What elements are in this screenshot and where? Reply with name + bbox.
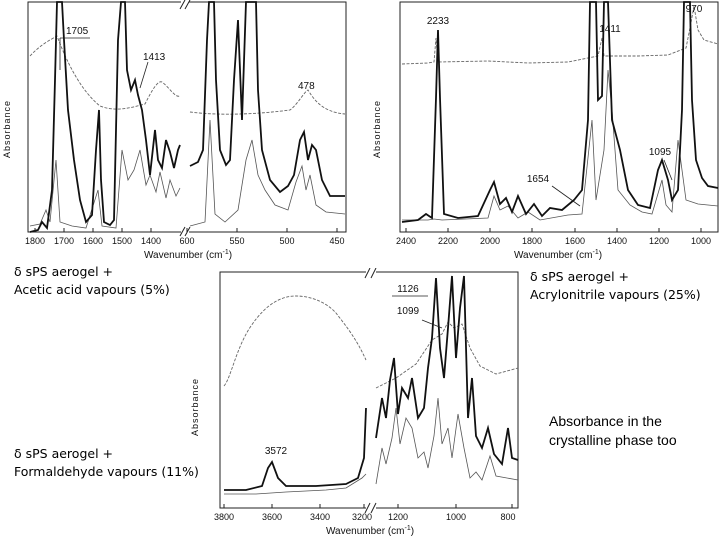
caption-line: δ sPS aerogel + (14, 446, 113, 461)
plot-frame (399, 1, 719, 233)
caption-line: Acetic acid vapours (5%) (14, 282, 170, 297)
x-tick-label: 450 (329, 236, 344, 246)
x-tick-label: 1800 (25, 236, 45, 246)
x-tick-label: 1500 (112, 236, 132, 246)
marker-line-1413 (139, 61, 149, 89)
annotation-2233: 2233 (427, 16, 450, 27)
sample-spectrum (29, 1, 345, 233)
reference-spectrum (402, 69, 719, 221)
x-tick-label: 3800 (214, 512, 234, 522)
annotation-1705: 1705 (66, 26, 89, 37)
annotation-1654: 1654 (527, 174, 550, 185)
x-tick-label: 1600 (83, 236, 103, 246)
x-tick-label: 2000 (480, 236, 500, 246)
annotation-1413: 1413 (143, 52, 166, 63)
caption-line: δ sPS aerogel + (14, 264, 113, 279)
caption-formaldehyde: δ sPS aerogel + Formaldehyde vapours (11… (14, 445, 199, 481)
reference-spectrum (224, 397, 519, 495)
x-tick-label: 600 (179, 236, 194, 246)
annotation-478: 478 (298, 81, 315, 92)
caption-acrylonitrile: δ sPS aerogel + Acrylonitrile vapours (2… (530, 268, 701, 304)
x-ticks (405, 228, 702, 232)
x-tick-label: 1000 (691, 236, 711, 246)
x-tick-label: 1800 (522, 236, 542, 246)
x-tick-label: 3400 (310, 512, 330, 522)
x-tick-label: 1400 (607, 236, 627, 246)
x-tick-label: 1200 (649, 236, 669, 246)
note-line: crystalline phase too (549, 432, 677, 448)
reference-spectrum (29, 119, 346, 229)
marker-line-1099 (421, 319, 443, 329)
difference-spectrum (29, 35, 346, 115)
note-line: Absorbance in the (549, 413, 662, 429)
x-tick-label: 500 (279, 236, 294, 246)
marker-line-1654 (551, 185, 581, 207)
annotation-1099: 1099 (397, 306, 420, 317)
x-tick-label: 3200 (352, 512, 372, 522)
x-axis-label: Wavenumber (cm-1) (514, 249, 602, 261)
axis-break (364, 268, 377, 514)
x-tick-label: 2200 (438, 236, 458, 246)
annotation-3572: 3572 (265, 446, 288, 457)
chart-acetic-acid: 1705 1413 478 Absorbance 1800 1700 1600 … (2, 0, 347, 260)
x-tick-label: 1200 (388, 512, 408, 522)
x-tick-label: 1700 (54, 236, 74, 246)
marker-line-1095 (663, 159, 673, 181)
y-axis-label: Absorbance (190, 378, 200, 436)
x-ticks (34, 228, 338, 232)
x-tick-label: 3600 (262, 512, 282, 522)
x-tick-label: 1400 (141, 236, 161, 246)
x-tick-label: 800 (500, 512, 515, 522)
caption-line: δ sPS aerogel + (530, 269, 629, 284)
chart-acrylonitrile: 2233 1411 970 1654 1095 Absorbance 2400 … (372, 1, 719, 261)
note-crystalline-absorbance: Absorbance in the crystalline phase too (549, 412, 677, 450)
x-ticks (223, 504, 513, 508)
x-tick-label: 2400 (396, 236, 416, 246)
sample-spectrum (224, 275, 519, 491)
difference-spectrum (401, 5, 719, 65)
x-axis-label: Wavenumber (cm-1) (144, 249, 232, 260)
caption-line: Acrylonitrile vapours (25%) (530, 287, 701, 302)
sample-spectrum (401, 1, 719, 223)
y-axis-label: Absorbance (2, 100, 12, 158)
chart-formaldehyde: 1126 1099 3572 Absorbance 3800 3600 3400… (190, 268, 519, 537)
annotation-1126: 1126 (397, 284, 419, 295)
annotation-970: 970 (686, 4, 703, 15)
x-axis-label: Wavenumber (cm-1) (326, 525, 414, 537)
caption-line: Formaldehyde vapours (11%) (14, 464, 199, 479)
difference-spectrum (223, 295, 519, 389)
annotation-1095: 1095 (649, 147, 672, 158)
x-tick-label: 1600 (565, 236, 585, 246)
axis-break (179, 0, 191, 237)
caption-acetic-acid: δ sPS aerogel + Acetic acid vapours (5%) (14, 263, 170, 299)
y-axis-label: Absorbance (372, 100, 382, 158)
x-tick-label: 550 (229, 236, 244, 246)
x-tick-label: 1000 (446, 512, 466, 522)
annotation-1411: 1411 (599, 24, 621, 35)
